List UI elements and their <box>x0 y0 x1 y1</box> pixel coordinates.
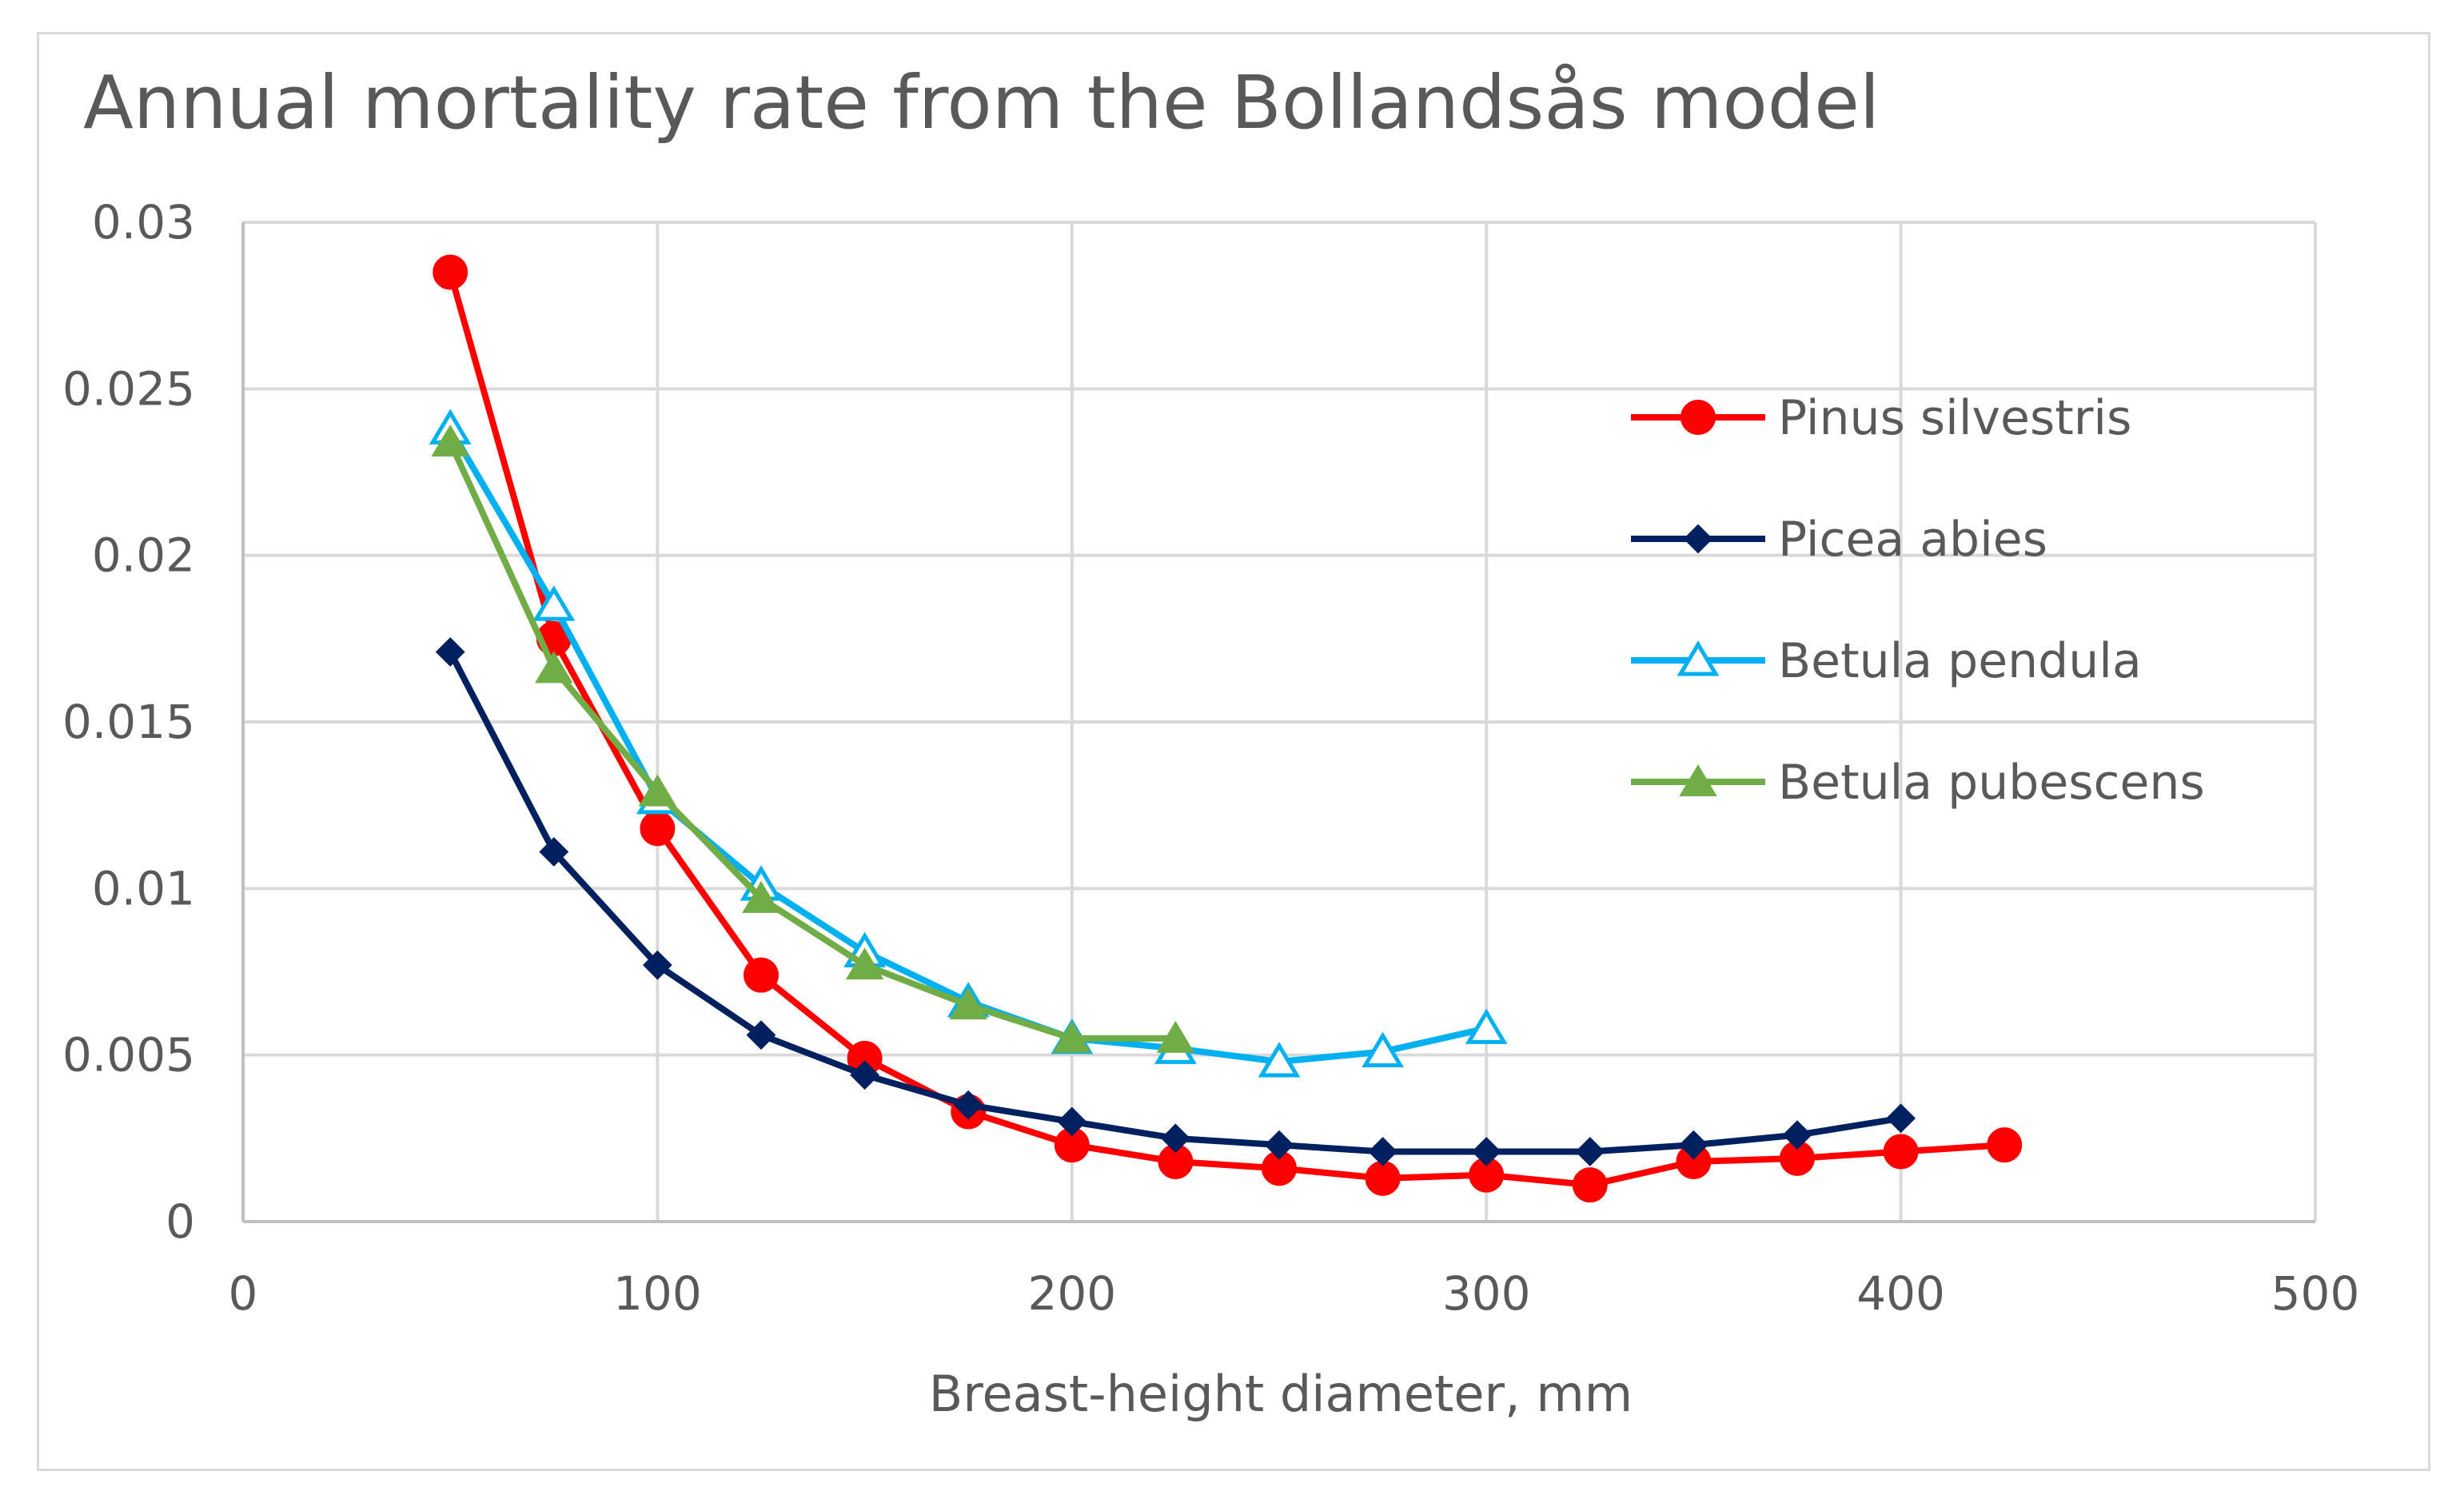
series-line <box>447 441 1176 1042</box>
data-point <box>1368 1137 1398 1166</box>
data-point <box>1156 1020 1195 1053</box>
y-tick-label: 0.025 <box>62 361 195 416</box>
legend: Pinus silvestris Picea abies Betula pendul… <box>1631 390 2205 811</box>
data-point <box>1362 1031 1404 1067</box>
x-tick-label: 200 <box>1027 1266 1116 1321</box>
data-point <box>1258 1042 1301 1078</box>
y-tick-label: 0.005 <box>62 1028 195 1082</box>
legend-marker <box>1677 640 1720 676</box>
data-point <box>1465 1008 1508 1044</box>
data-point <box>638 774 677 807</box>
y-tick-label: 0.03 <box>92 195 195 249</box>
data-point <box>1264 1130 1294 1160</box>
legend-marker <box>1683 524 1713 554</box>
data-point <box>532 585 576 621</box>
data-point <box>1575 1137 1605 1166</box>
data-point <box>539 837 569 867</box>
legend-label: Picea abies <box>1778 512 2047 568</box>
legend-label: Betula pendula <box>1778 633 2142 689</box>
data-point <box>746 1020 776 1050</box>
x-tick-label: 100 <box>613 1266 702 1321</box>
data-point <box>744 957 779 993</box>
series-line <box>447 271 2005 1189</box>
x-tick-label: 500 <box>2271 1266 2360 1321</box>
y-tick-label: 0.015 <box>62 695 195 749</box>
data-point <box>433 254 468 290</box>
data-point <box>1365 1160 1401 1196</box>
data-point <box>1160 1123 1190 1154</box>
legend-entry-betula-pubescens: Betula pubescens <box>1631 755 2205 811</box>
series-layer <box>429 254 2023 1203</box>
data-point <box>1883 1134 1919 1170</box>
x-tick-label: 0 <box>229 1266 258 1321</box>
legend-entry-betula-pendula: Betula pendula <box>1631 633 2142 689</box>
data-point <box>1471 1137 1501 1166</box>
data-point <box>435 637 465 667</box>
data-point <box>953 1090 983 1120</box>
series-picea-abies <box>435 637 1916 1166</box>
legend-label: Pinus silvestris <box>1778 390 2131 446</box>
data-point <box>850 1060 880 1090</box>
data-point <box>1053 1020 1091 1053</box>
x-tick-label: 300 <box>1442 1266 1531 1321</box>
data-point <box>431 425 469 456</box>
chart-title: Annual mortality rate from the Bollandså… <box>83 60 1880 146</box>
series-line <box>447 427 1488 1065</box>
legend-entry-pinus-silvestris: Pinus silvestris <box>1631 390 2131 446</box>
series-betula-pendula <box>429 409 1508 1078</box>
series-line <box>447 650 1902 1155</box>
legend-marker <box>1679 764 1717 796</box>
data-point <box>1057 1106 1087 1137</box>
legend-label: Betula pubescens <box>1778 755 2205 811</box>
data-point <box>1987 1127 2023 1163</box>
data-point <box>535 651 573 684</box>
data-point <box>642 950 672 980</box>
x-axis-label: Breast-height diameter, mm <box>929 1365 1633 1423</box>
legend-entry-picea-abies: Picea abies <box>1631 512 2047 568</box>
legend-marker <box>1681 400 1716 435</box>
y-tick-label: 0.02 <box>92 528 195 583</box>
data-point <box>1678 1130 1708 1160</box>
y-tick-label: 0.01 <box>92 861 195 915</box>
data-point <box>949 987 987 1020</box>
data-point <box>1782 1120 1812 1150</box>
x-tick-label: 400 <box>1856 1266 1945 1321</box>
axes: 0 0.005 0.01 0.015 0.02 0.025 0.03 0 100 200 300 40… <box>62 195 2359 1321</box>
data-point <box>640 811 676 847</box>
data-point <box>1886 1103 1916 1134</box>
series-pinus-silvestris <box>433 254 2023 1203</box>
data-point <box>1572 1167 1608 1203</box>
y-tick-label: 0 <box>165 1194 195 1249</box>
series-betula-pubescens <box>431 425 1195 1053</box>
data-point <box>845 947 884 980</box>
data-point <box>742 880 780 913</box>
